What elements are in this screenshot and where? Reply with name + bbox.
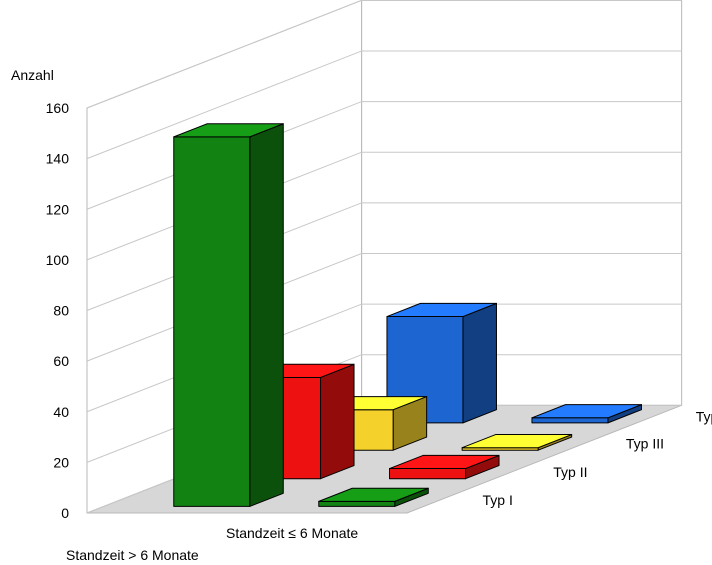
bar-series-2-cat-2 bbox=[389, 454, 500, 480]
bar-top bbox=[531, 404, 642, 419]
y-tick-label-3: 60 bbox=[53, 353, 69, 369]
series-label-standzeit-groesser-6: Standzeit > 6 Monate bbox=[66, 547, 199, 563]
bars-layer bbox=[173, 123, 642, 507]
bar-top bbox=[318, 487, 429, 502]
depth-label-2: Typ II bbox=[553, 464, 587, 480]
bar-front bbox=[318, 500, 396, 507]
bar-series-1-cat-1 bbox=[173, 123, 284, 507]
bar-side bbox=[249, 123, 284, 507]
y-tick-label-5: 100 bbox=[46, 252, 70, 268]
y-grid-line-8 bbox=[86, 0, 682, 109]
y-tick-label-1: 20 bbox=[53, 454, 69, 470]
bar-series-2-cat-4 bbox=[531, 404, 642, 424]
y-tick-label-7: 140 bbox=[46, 151, 70, 167]
y-grid-line-7 bbox=[86, 50, 682, 160]
y-tick-label-0: 0 bbox=[61, 505, 69, 521]
labels-layer: Anzahl 0 20 40 60 80 100 120 140 160 Typ I Typ II T… bbox=[11, 67, 712, 563]
bar-front bbox=[389, 468, 467, 480]
bar-top bbox=[461, 434, 573, 449]
y-tick-label-4: 80 bbox=[53, 303, 69, 319]
depth-label-1: Typ I bbox=[483, 492, 513, 508]
bar-top bbox=[173, 123, 284, 138]
y-tick-label-6: 120 bbox=[46, 201, 70, 217]
y-axis-title: Anzahl bbox=[11, 67, 54, 83]
bar-front bbox=[531, 417, 609, 424]
series-label-standzeit-kleiner-gleich-6: Standzeit ≤ 6 Monate bbox=[226, 525, 358, 541]
bar-top bbox=[389, 454, 500, 470]
bar-side bbox=[320, 363, 355, 480]
depth-label-4: Typ IV bbox=[696, 408, 712, 424]
bar-front bbox=[173, 136, 251, 507]
depth-label-3: Typ III bbox=[626, 436, 664, 452]
y-tick-label-8: 160 bbox=[46, 100, 70, 116]
bar-series-2-cat-3 bbox=[461, 434, 573, 451]
bar-series-2-cat-1 bbox=[318, 487, 429, 507]
bar-side bbox=[462, 302, 497, 424]
y-tick-label-2: 40 bbox=[53, 404, 69, 420]
bar-top bbox=[386, 302, 497, 318]
